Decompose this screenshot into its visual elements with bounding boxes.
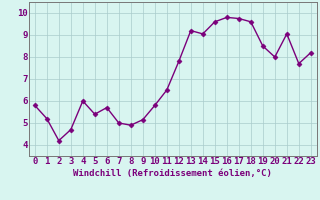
X-axis label: Windchill (Refroidissement éolien,°C): Windchill (Refroidissement éolien,°C) <box>73 169 272 178</box>
